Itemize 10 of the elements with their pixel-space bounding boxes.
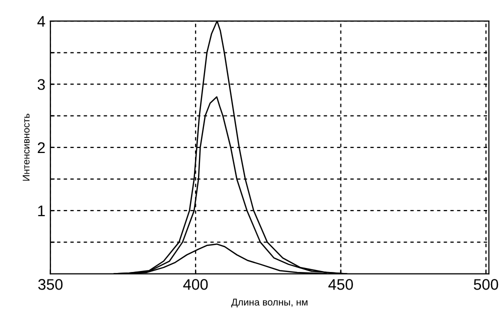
x-tick-label: 400: [183, 279, 208, 290]
x-tick-label: 350: [38, 279, 63, 290]
y-tick-label: 4: [37, 16, 46, 27]
y-tick-label: 2: [38, 142, 45, 153]
y-tick-label: 1: [38, 206, 45, 216]
x-axis-title: Длина волны, нм: [231, 298, 308, 308]
x-tick-label: 450: [328, 279, 353, 290]
x-tick-label: 500: [474, 279, 498, 290]
y-axis-title: Интенсивность: [22, 114, 30, 181]
y-tick-label: 3: [38, 79, 45, 90]
